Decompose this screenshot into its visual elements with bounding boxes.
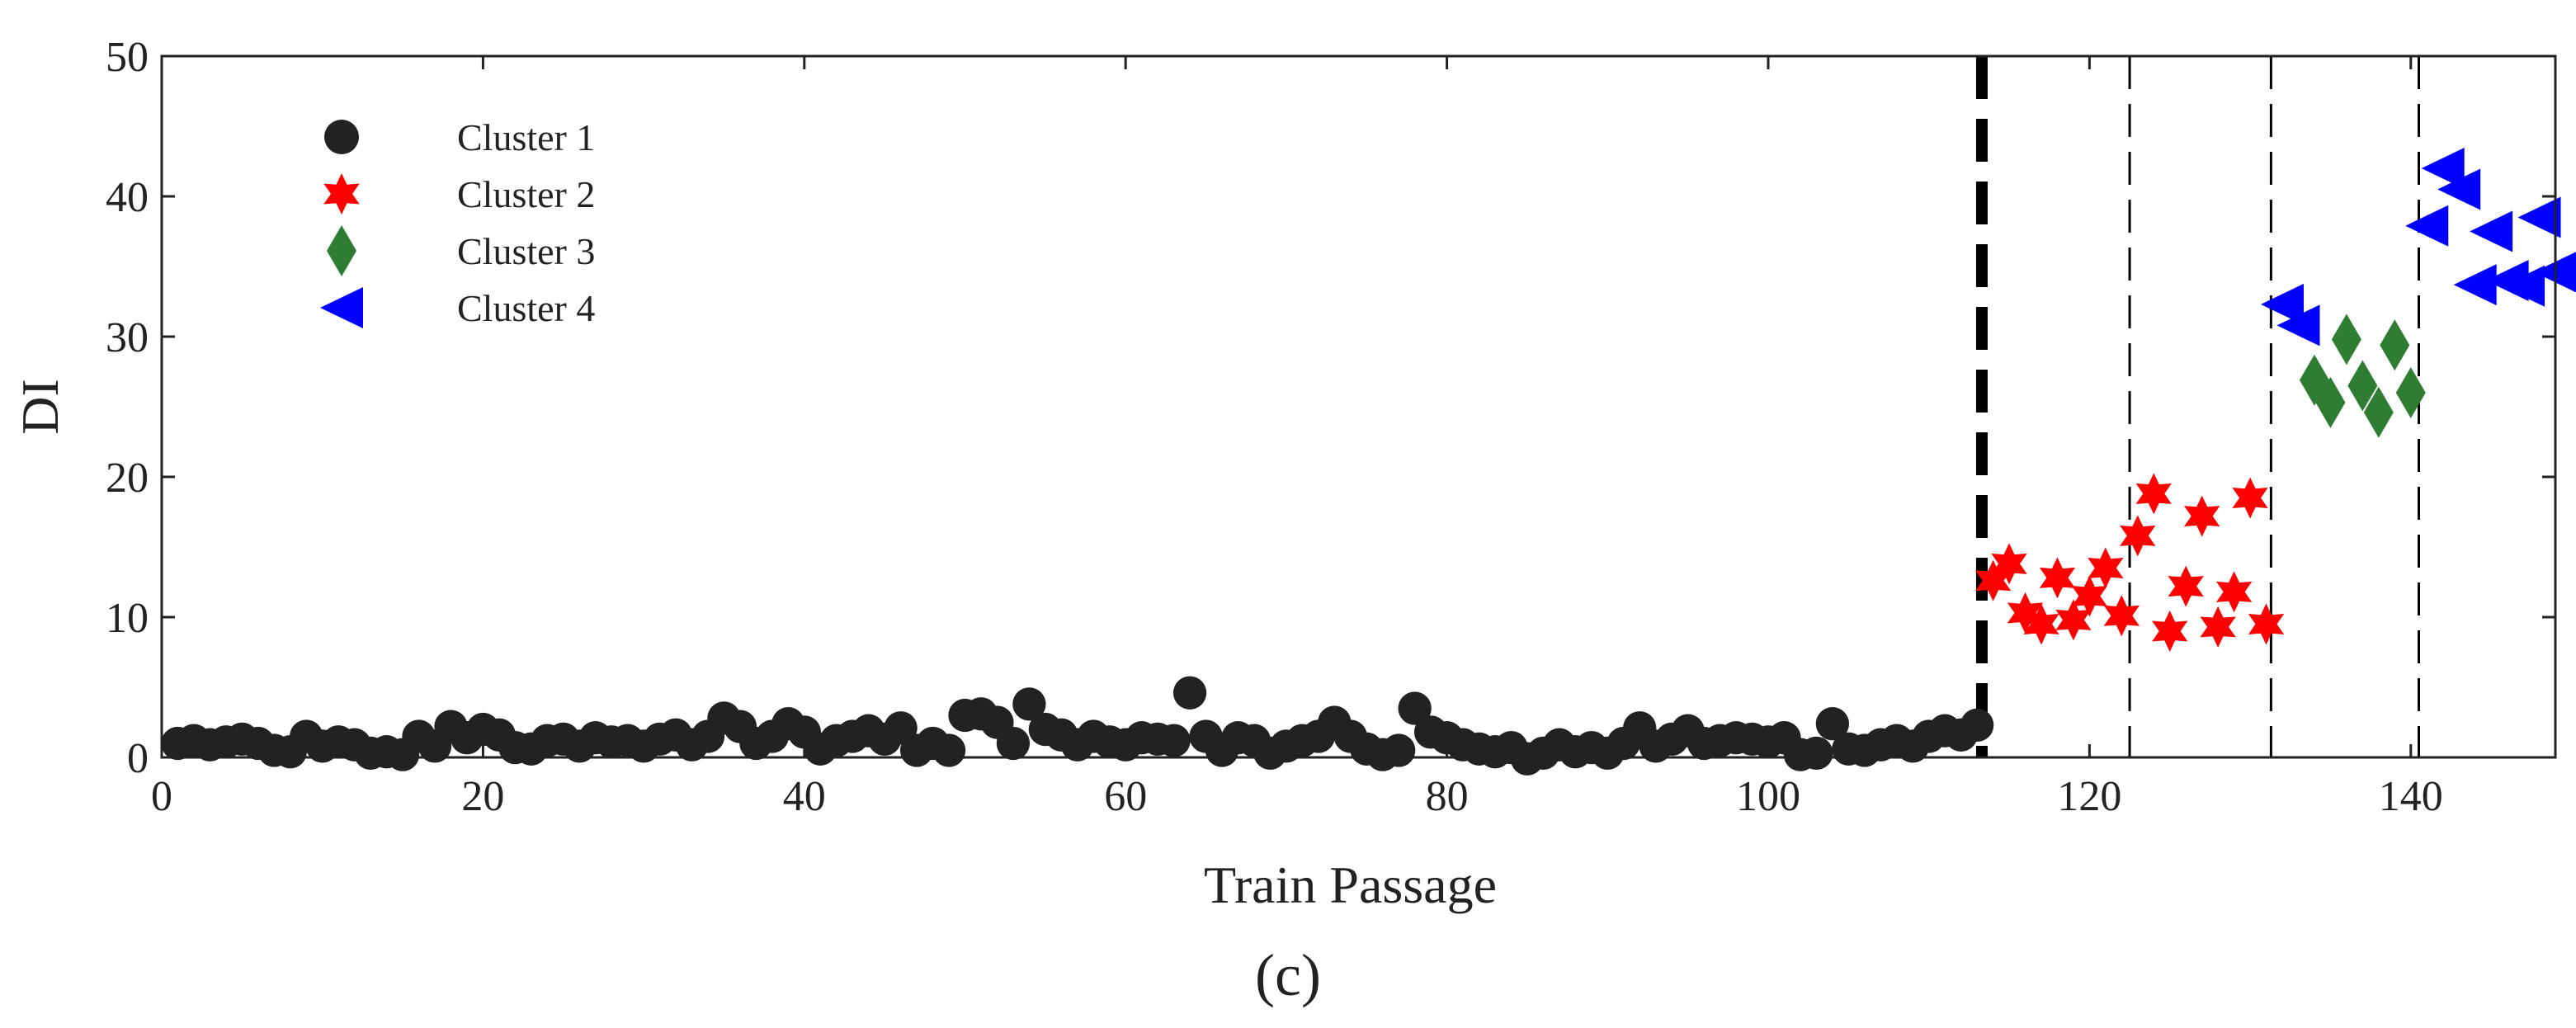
y-tick-label: 20 — [106, 455, 149, 502]
x-tick-label: 0 — [151, 773, 172, 820]
data-point — [2071, 575, 2107, 617]
data-points — [161, 148, 2576, 776]
data-point — [1382, 733, 1416, 767]
legend-entry-3: Cluster 3 — [327, 225, 595, 276]
data-point — [2315, 376, 2346, 428]
data-point — [2184, 495, 2220, 537]
x-tick-label: 120 — [2057, 773, 2121, 820]
data-point — [1974, 559, 2012, 601]
data-point — [2276, 304, 2320, 347]
data-point — [1960, 708, 1994, 743]
data-point — [1398, 691, 1432, 725]
data-point — [2088, 547, 2124, 589]
y-tick-label: 40 — [106, 174, 149, 221]
data-point — [2039, 557, 2076, 599]
series-4 — [2261, 148, 2576, 347]
data-point — [2152, 611, 2188, 652]
legend-entry-4: Cluster 4 — [320, 287, 595, 329]
data-point — [2216, 571, 2253, 613]
legend-entry-1: Cluster 1 — [324, 116, 595, 158]
data-point — [2023, 603, 2059, 645]
ticks: 0 20 40 60 80 100 120 140 0 10 20 30 40 50 — [106, 34, 2555, 820]
data-point — [2502, 265, 2545, 307]
data-point — [2135, 473, 2172, 515]
data-point — [1172, 676, 1207, 710]
x-tick-label: 60 — [1104, 773, 1147, 820]
y-tick-label: 30 — [106, 314, 149, 361]
data-point — [1991, 543, 2027, 585]
legend: Cluster 1 Cluster 2 Cluster 3 Cluster 4 — [320, 116, 595, 329]
y-tick-label: 10 — [106, 595, 149, 642]
data-point — [2470, 210, 2513, 252]
y-tick-label: 50 — [106, 34, 149, 81]
data-point — [1800, 736, 1833, 771]
data-point — [932, 733, 966, 767]
x-tick-label: 100 — [1736, 773, 1800, 820]
data-point — [1157, 724, 1191, 757]
series-3 — [2299, 314, 2426, 438]
data-point — [2248, 603, 2285, 645]
data-point — [996, 726, 1031, 761]
series-2 — [1974, 473, 2285, 652]
data-point — [2380, 319, 2410, 371]
y-tick-label: 0 — [127, 735, 149, 782]
y-axis-title: DI — [11, 379, 69, 435]
data-point — [2363, 386, 2394, 438]
legend-label: Cluster 1 — [457, 116, 595, 158]
data-point — [2395, 367, 2426, 418]
plot-frame — [160, 54, 2557, 759]
data-point — [2453, 264, 2497, 306]
x-tick-label: 140 — [2379, 773, 2443, 820]
data-point — [2437, 168, 2481, 210]
data-point — [1012, 687, 1046, 721]
axes — [160, 54, 2557, 759]
data-point — [1815, 707, 1850, 741]
x-tick-label: 80 — [1426, 773, 1469, 820]
threshold-lines — [1975, 56, 2421, 757]
series-1 — [161, 676, 1994, 776]
figure-caption: (c) — [1255, 942, 1321, 1008]
legend-marker — [324, 120, 359, 154]
data-point — [2347, 360, 2378, 412]
legend-marker — [323, 173, 360, 215]
x-axis-title: Train Passage — [1204, 856, 1497, 914]
legend-label: Cluster 4 — [457, 287, 595, 329]
data-point — [2517, 196, 2561, 238]
data-point — [2421, 148, 2465, 189]
data-point — [2055, 599, 2092, 641]
data-point — [2331, 314, 2361, 365]
data-point — [2168, 565, 2204, 607]
data-point — [2103, 595, 2140, 637]
data-point — [2261, 283, 2305, 325]
legend-marker — [320, 287, 363, 328]
legend-label: Cluster 3 — [457, 230, 595, 272]
data-point — [2232, 477, 2268, 519]
x-tick-label: 20 — [461, 773, 504, 820]
x-tick-label: 40 — [783, 773, 826, 820]
legend-marker — [327, 225, 356, 276]
legend-label: Cluster 2 — [457, 173, 595, 215]
data-point — [2120, 515, 2156, 557]
data-point — [2200, 606, 2236, 648]
data-point — [2007, 592, 2044, 634]
data-point — [2405, 205, 2449, 247]
legend-entry-2: Cluster 2 — [323, 173, 595, 215]
